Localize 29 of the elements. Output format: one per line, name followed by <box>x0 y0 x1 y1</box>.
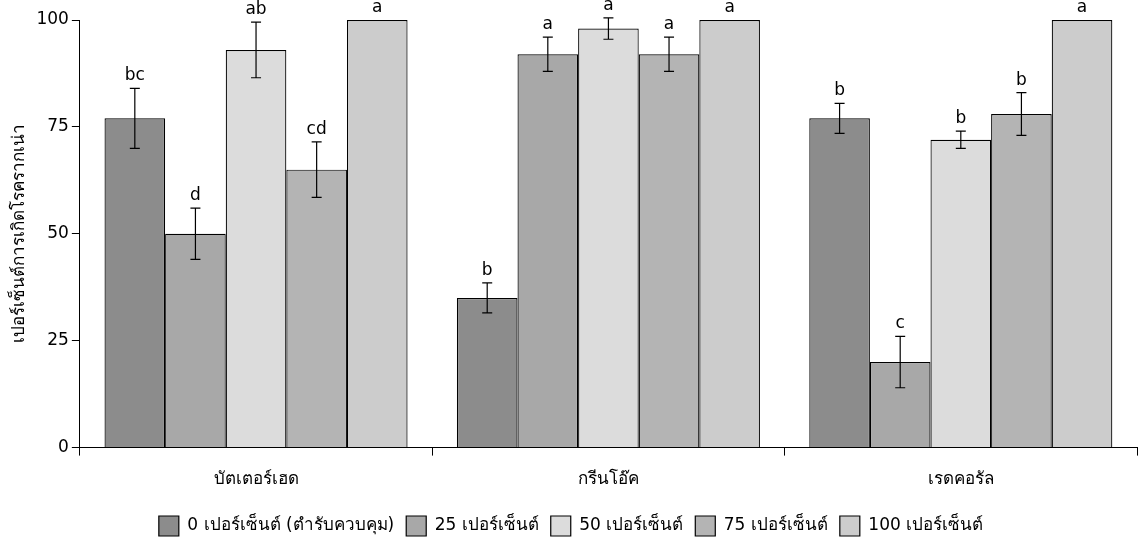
data-label: cd <box>306 117 327 138</box>
y-tick-label: 75 <box>47 115 69 136</box>
y-axis-title: เปอร์เซ็นต์การเกิดโรครากเน่า <box>6 124 28 344</box>
legend-label: 25 เปอร์เซ็นต์ <box>434 513 539 535</box>
x-tick-label: เรดคอรัล <box>927 468 994 489</box>
data-label: c <box>895 312 905 333</box>
y-tick-label: 50 <box>47 222 69 243</box>
legend-label: 50 เปอร์เซ็นต์ <box>579 513 684 535</box>
data-label: b <box>481 258 493 279</box>
data-label: b <box>1016 68 1027 89</box>
data-label: a <box>724 0 735 16</box>
data-label: b <box>955 107 967 128</box>
data-label: bc <box>124 64 145 85</box>
data-label: a <box>663 13 675 34</box>
data-label: a <box>1076 0 1088 16</box>
data-label: a <box>372 0 383 16</box>
legend-label: 75 เปอร์เซ็นต์ <box>723 513 828 535</box>
data-label: ab <box>245 0 267 19</box>
legend-label: 0 เปอร์เซ็นต์ (ตำรับควบคุม) <box>187 513 395 536</box>
x-tick-label: บัตเตอร์เฮด <box>213 468 299 489</box>
y-tick-label: 100 <box>36 8 69 29</box>
data-label: b <box>834 79 845 100</box>
y-tick-label: 0 <box>58 436 69 457</box>
data-label: d <box>190 184 201 205</box>
legend-label: 100 เปอร์เซ็นต์ <box>868 513 984 535</box>
data-label: a <box>542 13 554 34</box>
x-tick-label: กรีนโอ๊ค <box>577 468 639 489</box>
data-label: a <box>603 0 614 14</box>
y-tick-label: 25 <box>47 329 69 350</box>
